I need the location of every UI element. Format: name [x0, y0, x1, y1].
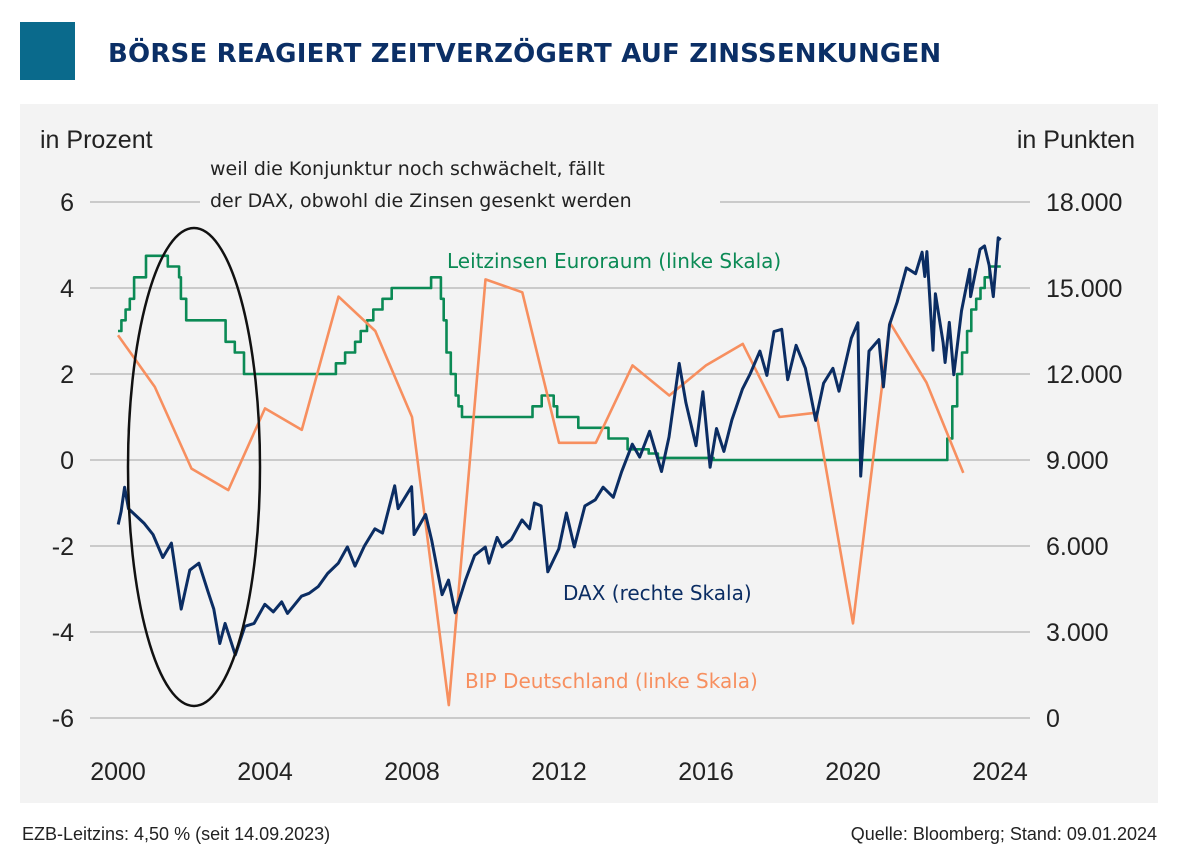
plot-panel [20, 104, 1158, 803]
right-tick-label: 0 [1046, 705, 1060, 733]
footer-source: Quelle: Bloomberg; Stand: 09.01.2024 [851, 824, 1157, 844]
dax-line [116, 236, 1002, 657]
right-tick-label: 15.000 [1046, 275, 1122, 303]
left-tick-label: 4 [60, 275, 74, 303]
left-tick-label: -2 [52, 533, 74, 561]
right-axis-ticks: 18.000 15.000 12.000 9.000 6.000 3.000 0 [1046, 189, 1122, 733]
x-tick-label: 2024 [972, 758, 1028, 786]
right-axis-label: in Punkten [1017, 126, 1135, 154]
x-tick-label: 2000 [90, 758, 146, 786]
leitzinsen-line [118, 254, 1001, 462]
title-accent-square [20, 22, 75, 80]
x-tick-label: 2004 [237, 758, 293, 786]
x-tick-label: 2012 [531, 758, 587, 786]
annotation-line-1: weil die Konjunktur noch schwächelt, fäl… [210, 158, 605, 180]
right-tick-label: 18.000 [1046, 189, 1122, 217]
annotation-background [200, 150, 720, 214]
left-tick-label: -4 [52, 619, 74, 647]
legend-bip: BIP Deutschland (linke Skala) [465, 669, 758, 693]
right-tick-label: 3.000 [1046, 619, 1109, 647]
left-axis-label: in Prozent [40, 126, 153, 154]
legend-leitzinsen: Leitzinsen Euroraum (linke Skala) [447, 249, 781, 273]
x-axis-ticks: 2000 2004 2008 2012 2016 2020 2024 [90, 758, 1028, 786]
left-axis-ticks: 6 4 2 0 -2 -4 -6 [52, 189, 74, 733]
left-tick-label: 0 [60, 447, 74, 475]
right-tick-label: 9.000 [1046, 447, 1109, 475]
left-tick-label: 2 [60, 361, 74, 389]
left-tick-label: 6 [60, 189, 74, 217]
legend-dax: DAX (rechte Skala) [563, 581, 752, 605]
right-tick-label: 12.000 [1046, 361, 1122, 389]
footer-note: EZB-Leitzins: 4,50 % (seit 14.09.2023) [22, 824, 330, 844]
x-tick-label: 2008 [384, 758, 440, 786]
chart-title: BÖRSE REAGIERT ZEITVERZÖGERT AUF ZINSSEN… [108, 36, 941, 69]
x-tick-label: 2020 [825, 758, 881, 786]
left-tick-label: -6 [52, 705, 74, 733]
annotation-line-2: der DAX, obwohl die Zinsen gesenkt werde… [210, 190, 632, 212]
x-tick-label: 2016 [678, 758, 734, 786]
right-tick-label: 6.000 [1046, 533, 1109, 561]
highlight-ellipse [126, 226, 262, 708]
